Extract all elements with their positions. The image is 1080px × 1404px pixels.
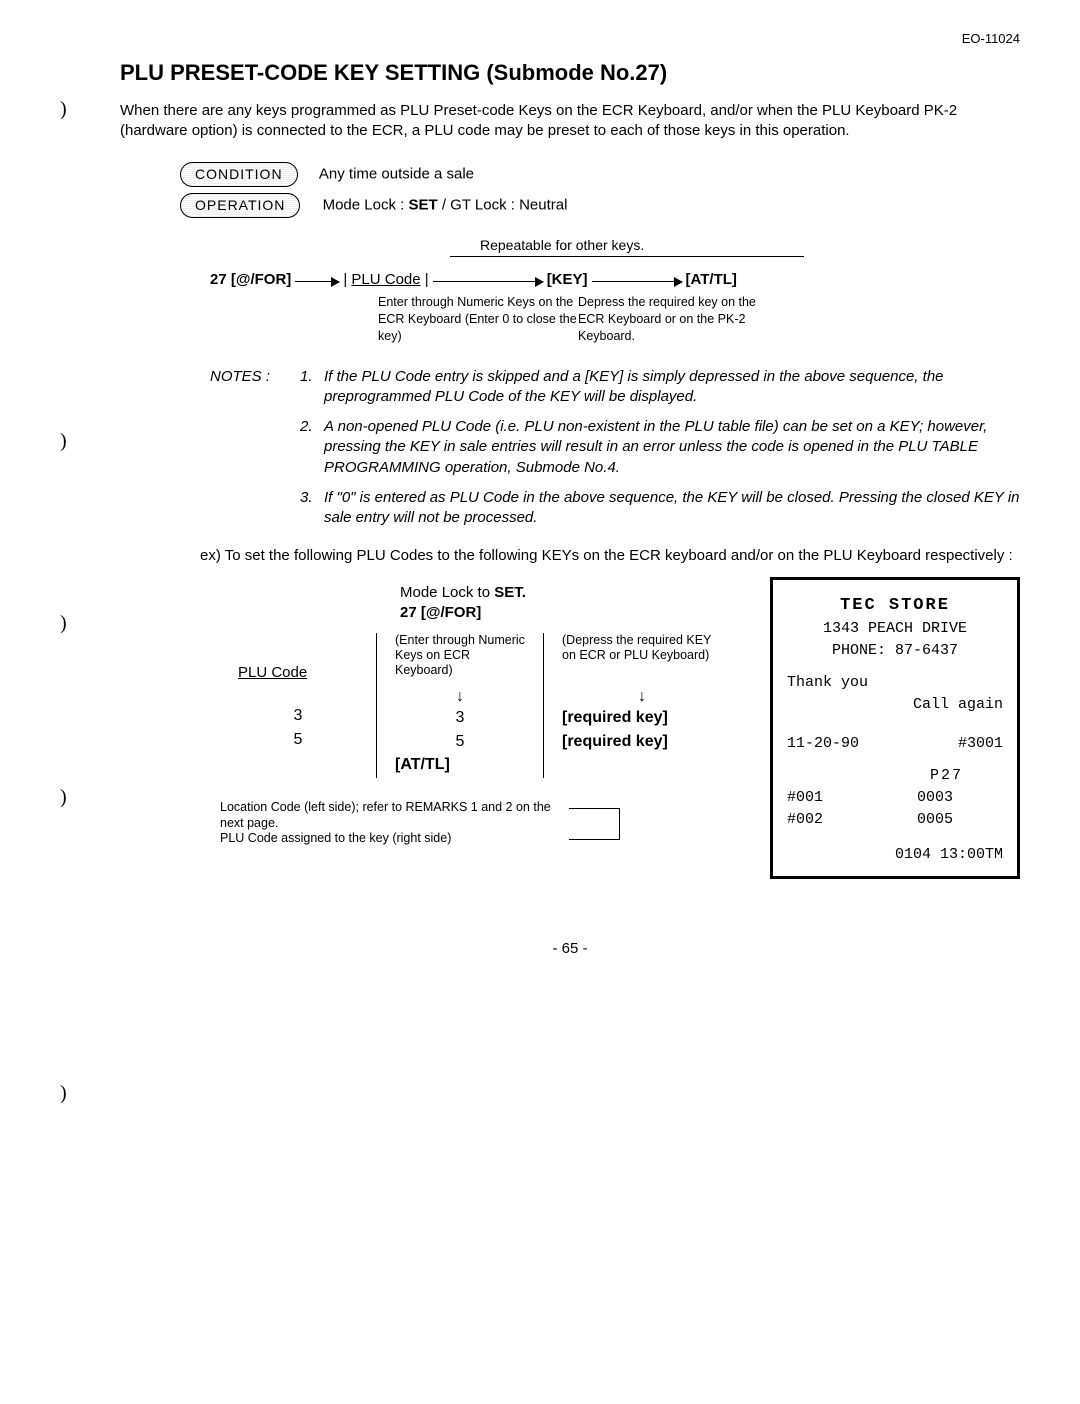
flow-repeat-caption: Repeatable for other keys. xyxy=(450,236,804,258)
receipt-address: 1343 PEACH DRIVE xyxy=(787,618,1003,640)
receipt-printout: TEC STORE 1343 PEACH DRIVE PHONE: 87-643… xyxy=(770,577,1020,879)
note-text: If the PLU Code entry is skipped and a [… xyxy=(324,367,1020,408)
receipt-line: #001 0003 xyxy=(787,787,1003,809)
receipt-store: TEC STORE xyxy=(787,594,1003,619)
table-cell: 3 xyxy=(395,707,525,729)
example-footnote: Location Code (left side); refer to REMA… xyxy=(220,800,560,847)
condition-text: Any time outside a sale xyxy=(319,165,474,182)
table-cell: 5 xyxy=(395,731,525,753)
flow-diagram: Repeatable for other keys. 27 [@/FOR] | … xyxy=(210,236,1020,345)
document-code: EO-11024 xyxy=(120,30,1020,48)
arrow-icon xyxy=(433,281,543,282)
flow-step-4: [AT/TL] xyxy=(686,270,737,290)
flow-sub-left: Enter through Numeric Keys on the ECR Ke… xyxy=(378,294,578,345)
intro-paragraph: When there are any keys programmed as PL… xyxy=(120,101,1020,142)
notes-label: NOTES : xyxy=(210,367,300,418)
arrow-down-icon: ↓ xyxy=(562,689,722,705)
table-cell: 3 xyxy=(238,705,358,727)
flow-step-3: [KEY] xyxy=(547,270,588,290)
receipt-phone: PHONE: 87-6437 xyxy=(787,640,1003,662)
example-section: ex) To set the following PLU Codes to th… xyxy=(200,546,1020,879)
operation-pill: OPERATION xyxy=(180,193,300,218)
note-number: 3. xyxy=(300,488,324,529)
flow-step-1: 27 [@/FOR] xyxy=(210,270,291,290)
condition-pill: CONDITION xyxy=(180,162,298,187)
note-number: 1. xyxy=(300,367,324,408)
margin-mark: ) xyxy=(60,610,67,637)
page-title: PLU PRESET-CODE KEY SETTING (Submode No.… xyxy=(120,58,1020,88)
table-cell: [required key] xyxy=(562,707,722,729)
receipt-thank: Thank you xyxy=(787,672,1003,694)
receipt-date: 11-20-90 xyxy=(787,733,859,755)
margin-mark: ) xyxy=(60,784,67,811)
note-text: If "0" is entered as PLU Code in the abo… xyxy=(324,488,1020,529)
page-number: - 65 - xyxy=(120,939,1020,959)
example-table: PLU Code 3 5 (Enter through Numeric Keys… xyxy=(220,633,744,778)
table-cell: [AT/TL] xyxy=(395,754,525,776)
note-text: A non-opened PLU Code (i.e. PLU non-exis… xyxy=(324,417,1020,478)
table-cell: 5 xyxy=(238,729,358,751)
flow-sub-right: Depress the required key on the ECR Keyb… xyxy=(578,294,758,345)
receipt-mode: P27 xyxy=(787,765,1003,787)
flow-step-2: | PLU Code | xyxy=(343,270,428,290)
margin-mark: ) xyxy=(60,96,67,123)
operation-text: Mode Lock : SET / GT Lock : Neutral xyxy=(323,196,568,213)
example-intro: ex) To set the following PLU Codes to th… xyxy=(200,546,1020,566)
arrow-down-icon: ↓ xyxy=(395,689,525,705)
margin-mark: ) xyxy=(60,428,67,455)
column-header: PLU Code xyxy=(238,663,358,683)
arrow-icon xyxy=(592,281,682,282)
receipt-tx: #3001 xyxy=(958,733,1003,755)
margin-mark: ) xyxy=(60,1080,67,1107)
receipt-call: Call again xyxy=(787,694,1003,716)
receipt-footer: 0104 13:00TM xyxy=(787,844,1003,866)
receipt-line: #002 0005 xyxy=(787,809,1003,831)
note-number: 2. xyxy=(300,417,324,478)
arrow-icon xyxy=(295,281,339,282)
column-header: (Depress the required KEY on ECR or PLU … xyxy=(562,633,722,687)
table-cell: [required key] xyxy=(562,731,722,753)
connector-line-icon xyxy=(569,808,620,840)
notes-section: NOTES : 1. If the PLU Code entry is skip… xyxy=(210,367,1020,529)
column-header: (Enter through Numeric Keys on ECR Keybo… xyxy=(395,633,525,687)
